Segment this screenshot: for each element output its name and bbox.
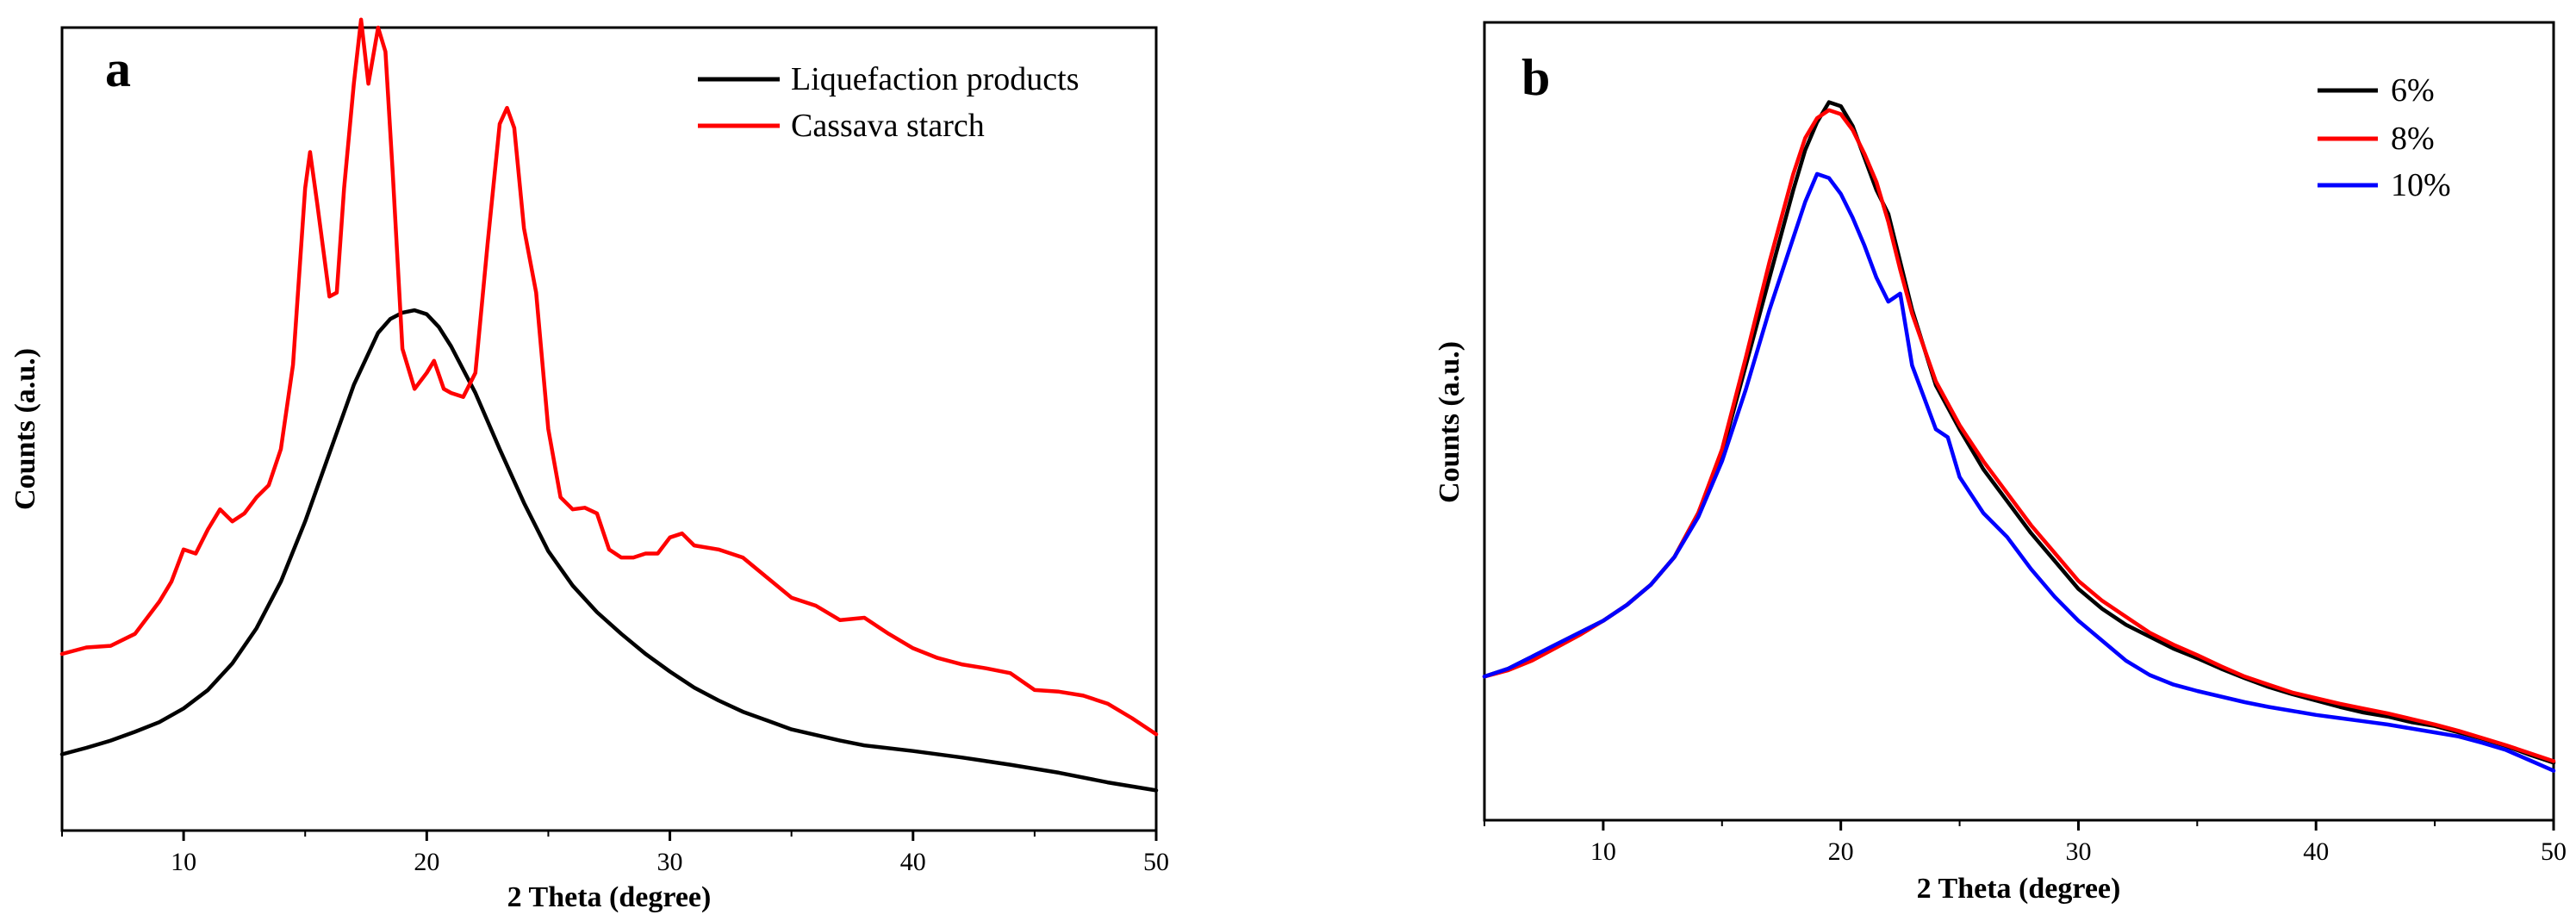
- panel-b: 10 20 30 40 50 b 2 Theta (degree) Counts (a.…: [1434, 21, 2567, 905]
- panel-a-x-tick-label: 50: [1143, 848, 1169, 876]
- panel-b-x-tick-label: 10: [1590, 837, 1616, 866]
- series-line-10-percent: [1482, 171, 2556, 773]
- panel-b-plot-frame: [1483, 21, 2555, 822]
- panel-a-x-tick-label: 30: [657, 848, 683, 876]
- panel-b-x-axis-label: 2 Theta (degree): [1917, 873, 2121, 905]
- legend-label-8-percent: 8%: [2391, 121, 2435, 157]
- series-line-liquefaction-products: [59, 308, 1159, 793]
- panel-a-label: a: [105, 40, 131, 97]
- panel-a-plot-frame: [60, 26, 1158, 832]
- series-line-8-percent: [1482, 108, 2556, 763]
- panel-a-x-tick-label: 20: [414, 848, 439, 876]
- panel-b-x-tick-label: 20: [1828, 837, 1854, 866]
- panel-a-y-axis-label: Counts (a.u.): [9, 348, 41, 510]
- series-line-cassava-starch: [59, 17, 1159, 737]
- panel-b-label: b: [1521, 49, 1550, 106]
- panel-b-legend: 6% 8% 10%: [2318, 72, 2451, 203]
- panel-b-x-tick-label: 30: [2065, 837, 2091, 866]
- panel-b-y-axis-label: Counts (a.u.): [1434, 341, 1465, 503]
- panel-b-series: [1482, 100, 2556, 773]
- panel-a-x-tick-label: 10: [171, 848, 196, 876]
- panel-a-x-axis-label: 2 Theta (degree): [507, 881, 712, 913]
- panel-b-x-tick-label: 50: [2541, 837, 2567, 866]
- panel-a-x-tick-label: 40: [900, 848, 926, 876]
- panel-a-legend: Liquefaction products Cassava starch: [698, 61, 1080, 144]
- panel-a: 10 20 30 40 50 a 2 Theta (degree) Counts (a.…: [9, 17, 1169, 913]
- panel-b-x-ticks: 10 20 30 40 50: [1484, 820, 2567, 866]
- legend-label-cassava-starch: Cassava starch: [791, 108, 985, 144]
- panel-a-series: [59, 17, 1159, 793]
- legend-label-liquefaction-products: Liquefaction products: [791, 61, 1080, 97]
- legend-label-6-percent: 6%: [2391, 72, 2435, 109]
- legend-label-10-percent: 10%: [2391, 167, 2451, 203]
- panel-b-x-tick-label: 40: [2303, 837, 2329, 866]
- panel-a-x-ticks: 10 20 30 40 50: [61, 831, 1169, 876]
